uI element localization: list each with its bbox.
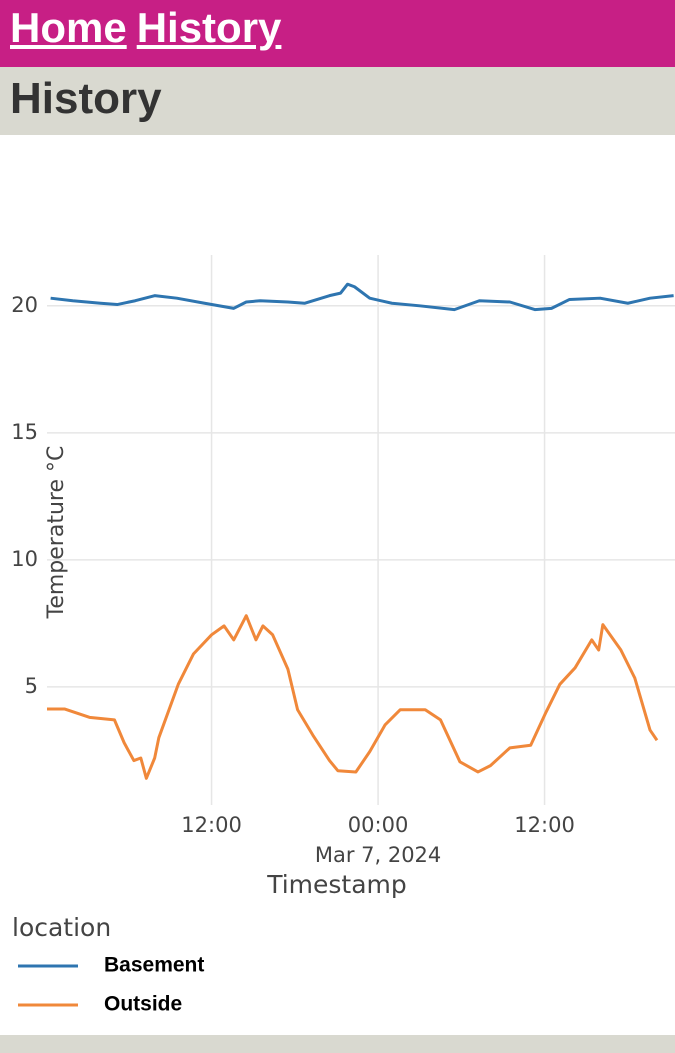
x-tick-label: 12:00	[514, 813, 575, 837]
footer-bar	[0, 1035, 675, 1053]
x-tick-sublabel: Mar 7, 2024	[315, 843, 441, 867]
y-tick-label: 5	[25, 674, 38, 698]
x-tick-label: 00:00	[348, 813, 409, 837]
nav-link[interactable]: Home	[10, 4, 127, 51]
page-header: History	[0, 67, 675, 135]
nav-bar: Home History	[0, 0, 675, 67]
series-line	[50, 282, 674, 312]
series-line	[47, 614, 659, 780]
y-tick-label: 15	[11, 420, 38, 444]
nav-link[interactable]: History	[136, 4, 282, 51]
x-tick-label: 12:00	[181, 813, 242, 837]
legend-title: location	[12, 913, 111, 942]
legend-label: Outside	[104, 993, 182, 1016]
x-axis-title: Timestamp	[266, 870, 407, 899]
chart: 5 10 15 20 12:00 00:00 Mar 7, 2024 12:00 Timesta…	[11, 255, 675, 1016]
y-tick-label: 20	[11, 293, 38, 317]
legend-label: Basement	[104, 954, 204, 977]
y-axis-title: Temperature °C	[44, 446, 69, 620]
y-tick-label: 10	[11, 547, 38, 571]
